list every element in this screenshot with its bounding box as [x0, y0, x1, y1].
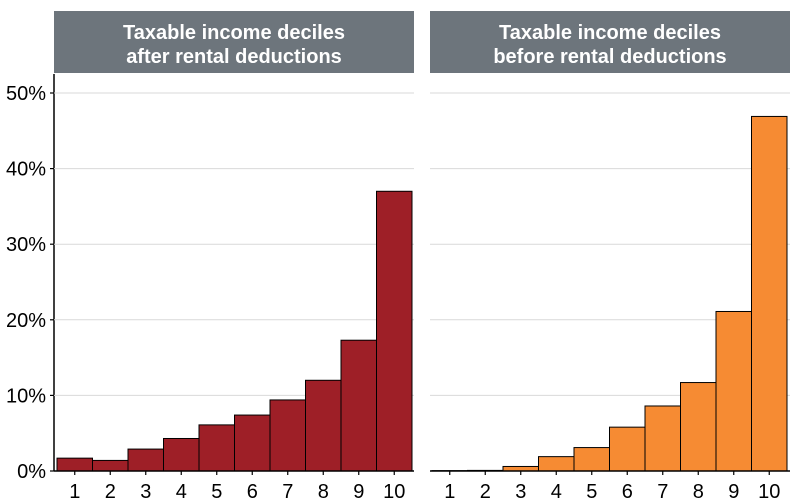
- y-tick-label: 50%: [6, 83, 46, 105]
- panel-title-before-line-2: before rental deductions: [493, 46, 726, 68]
- x-tick-label: 2: [105, 481, 116, 503]
- x-tick-label: 8: [318, 481, 329, 503]
- x-tick-label: 6: [622, 481, 633, 503]
- x-tick-label: 7: [657, 481, 668, 503]
- x-tick-label: 9: [728, 481, 739, 503]
- bar-before-decile-9: [715, 310, 752, 472]
- panel-title-after-line-1: Taxable income deciles: [123, 22, 345, 44]
- bar-after-decile-3: [127, 448, 164, 472]
- bar-after-decile-10: [376, 190, 413, 472]
- x-tick-label: 1: [69, 481, 80, 503]
- x-tick-label: 10: [758, 481, 780, 503]
- y-tick-label: 10%: [6, 385, 46, 407]
- x-tick-label: 3: [140, 481, 151, 503]
- bar-after-decile-2: [92, 459, 129, 472]
- panel-title-after-line-2: after rental deductions: [126, 46, 342, 68]
- bar-after-decile-6: [234, 414, 271, 472]
- bar-after-decile-7: [269, 399, 306, 472]
- bar-after-decile-8: [305, 379, 342, 472]
- y-tick-label: 30%: [6, 234, 46, 256]
- x-tick-label: 2: [480, 481, 491, 503]
- x-tick-label: 9: [353, 481, 364, 503]
- x-tick-label: 1: [444, 481, 455, 503]
- panel-strip-before: [430, 11, 790, 73]
- bar-before-decile-5: [573, 447, 610, 472]
- x-tick-label: 3: [515, 481, 526, 503]
- x-tick-label: 10: [383, 481, 405, 503]
- panel-before-rental-deductions: Taxable income deciles before rental ded…: [430, 11, 790, 503]
- x-tick-label: 8: [693, 481, 704, 503]
- bar-after-decile-4: [163, 437, 200, 472]
- x-tick-label: 5: [586, 481, 597, 503]
- bars-after: [56, 190, 413, 472]
- bar-before-decile-7: [644, 405, 681, 472]
- x-tick-label: 5: [211, 481, 222, 503]
- panel-title-before-line-1: Taxable income deciles: [499, 22, 721, 44]
- x-tick-label: 4: [176, 481, 187, 503]
- x-tick-label: 6: [247, 481, 258, 503]
- bar-before-decile-10: [751, 115, 788, 472]
- x-tick-label: 4: [551, 481, 562, 503]
- bar-after-decile-5: [198, 424, 235, 472]
- gridlines-after: [54, 92, 414, 396]
- y-axis: 0% 10% 20% 30% 40% 50%: [6, 74, 55, 483]
- panel-strip-after: [54, 11, 414, 73]
- y-tick-label: 40%: [6, 159, 46, 181]
- bars-before: [431, 115, 788, 472]
- y-tick-label: 0%: [17, 461, 46, 483]
- x-tick-labels-before: 1 2 3 4 5 6 7 8 9 10: [444, 471, 780, 503]
- bar-before-decile-6: [609, 426, 646, 472]
- bar-after-decile-1: [56, 457, 93, 472]
- panel-after-rental-deductions: Taxable income deciles after rental dedu…: [54, 11, 414, 503]
- bar-after-decile-9: [340, 339, 377, 472]
- x-tick-label: 7: [282, 481, 293, 503]
- x-tick-labels-after: 1 2 3 4 5 6 7 8 9 10: [69, 471, 405, 503]
- y-tick-label: 20%: [6, 310, 46, 332]
- bar-before-decile-8: [680, 382, 717, 472]
- bar-before-decile-4: [538, 456, 575, 472]
